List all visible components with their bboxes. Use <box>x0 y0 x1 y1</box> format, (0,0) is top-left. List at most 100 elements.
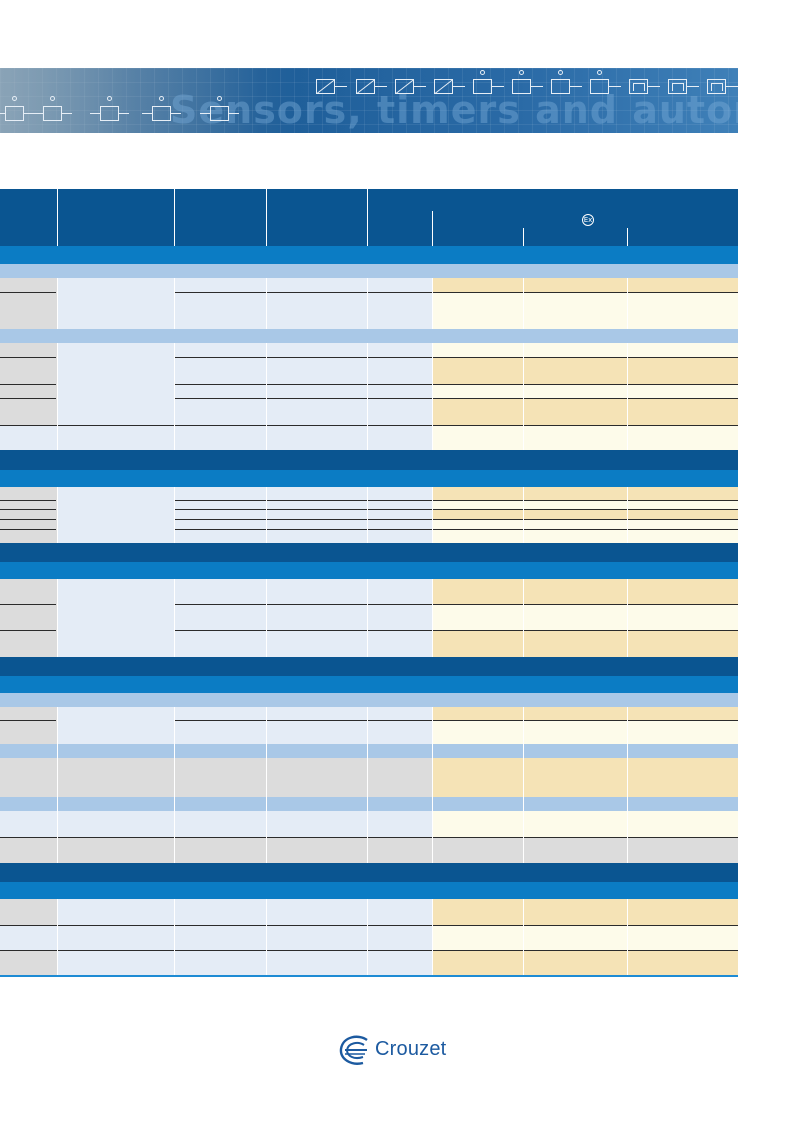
table-cell <box>523 837 627 863</box>
circuit-wire <box>62 113 72 115</box>
circuit-wire <box>570 86 582 88</box>
column-separator <box>174 487 175 543</box>
column-separator <box>266 579 267 657</box>
table-cell <box>523 487 627 500</box>
table-cell <box>432 384 523 398</box>
table-cell <box>523 425 627 450</box>
table-cell <box>0 811 57 837</box>
circuit-block-icon <box>43 106 62 121</box>
row-rule <box>0 384 56 385</box>
circuit-node-icon <box>159 96 164 101</box>
table-cell <box>627 758 738 797</box>
section-band <box>0 246 738 264</box>
row-rule <box>174 357 738 358</box>
column-separator <box>523 744 524 863</box>
row-rule <box>174 604 738 605</box>
row-rule <box>0 425 738 426</box>
table-cell <box>367 357 432 384</box>
table-cell <box>523 343 627 357</box>
table-cell <box>367 425 432 450</box>
column-separator <box>432 899 433 975</box>
banner-photo-fade <box>0 68 260 133</box>
table-cell <box>0 604 57 630</box>
table-cell <box>367 950 432 975</box>
circuit-wire <box>200 113 210 115</box>
table-cell <box>627 720 738 744</box>
table-cell <box>266 343 367 357</box>
column-separator <box>432 343 433 450</box>
section-band <box>0 543 738 562</box>
row-rule <box>0 720 56 721</box>
table-cell <box>0 837 57 863</box>
table-cell <box>0 343 57 357</box>
table-cell <box>627 707 738 720</box>
table-cell <box>57 925 174 950</box>
table-cell <box>174 950 266 975</box>
table-cell <box>174 278 266 292</box>
circuit-wire <box>531 86 543 88</box>
table-cell <box>0 425 57 450</box>
table-cell <box>432 899 523 925</box>
table-cell <box>57 278 174 292</box>
table-cell <box>523 604 627 630</box>
table-cell <box>174 604 266 630</box>
table-cell <box>523 398 627 425</box>
table-cell <box>57 604 174 630</box>
row-rule <box>0 837 738 838</box>
row-rule <box>0 604 56 605</box>
table-cell <box>432 509 523 519</box>
column-separator <box>627 278 628 329</box>
column-separator <box>57 278 58 329</box>
table-cell <box>266 487 367 500</box>
circuit-wire <box>375 86 387 88</box>
table-cell <box>432 343 523 357</box>
column-separator <box>266 899 267 975</box>
column-separator <box>627 899 628 975</box>
circuit-node-icon <box>480 70 485 75</box>
table-cell <box>266 500 367 509</box>
table-cell <box>57 950 174 975</box>
table-cell <box>266 384 367 398</box>
table-cell <box>627 500 738 509</box>
column-separator <box>432 744 433 863</box>
table-cell <box>174 925 266 950</box>
table-cell <box>432 630 523 657</box>
circuit-wire <box>453 86 465 88</box>
row-rule <box>0 357 56 358</box>
circuit-block-icon <box>668 79 687 94</box>
row-rule <box>174 384 738 385</box>
table-cell <box>432 950 523 975</box>
table-cell <box>627 278 738 292</box>
table-cell <box>174 384 266 398</box>
table-cell <box>367 278 432 292</box>
table-cell <box>367 720 432 744</box>
table-cell <box>266 604 367 630</box>
circuit-block-icon <box>434 79 453 94</box>
column-separator <box>523 343 524 450</box>
table-cell <box>266 811 367 837</box>
row-rule <box>0 292 56 293</box>
circuit-node-icon <box>519 70 524 75</box>
table-cell <box>432 579 523 604</box>
circuit-node-icon <box>50 96 55 101</box>
circuit-block-icon <box>316 79 335 94</box>
circuit-block-icon <box>5 106 24 121</box>
header-divider <box>367 189 368 246</box>
circuit-node-icon <box>217 96 222 101</box>
circuit-block-icon <box>210 106 229 121</box>
circuit-wire <box>609 86 621 88</box>
row-rule <box>0 630 56 631</box>
table-cell <box>432 398 523 425</box>
column-separator <box>57 487 58 543</box>
table-cell <box>627 509 738 519</box>
column-separator <box>266 487 267 543</box>
table-cell <box>174 425 266 450</box>
column-separator <box>57 899 58 975</box>
table-cell <box>432 811 523 837</box>
table-cell <box>0 630 57 657</box>
table-cell <box>523 529 627 543</box>
table-cell <box>174 519 266 529</box>
table-cell <box>266 529 367 543</box>
table-cell <box>57 899 174 925</box>
table-cell <box>266 278 367 292</box>
